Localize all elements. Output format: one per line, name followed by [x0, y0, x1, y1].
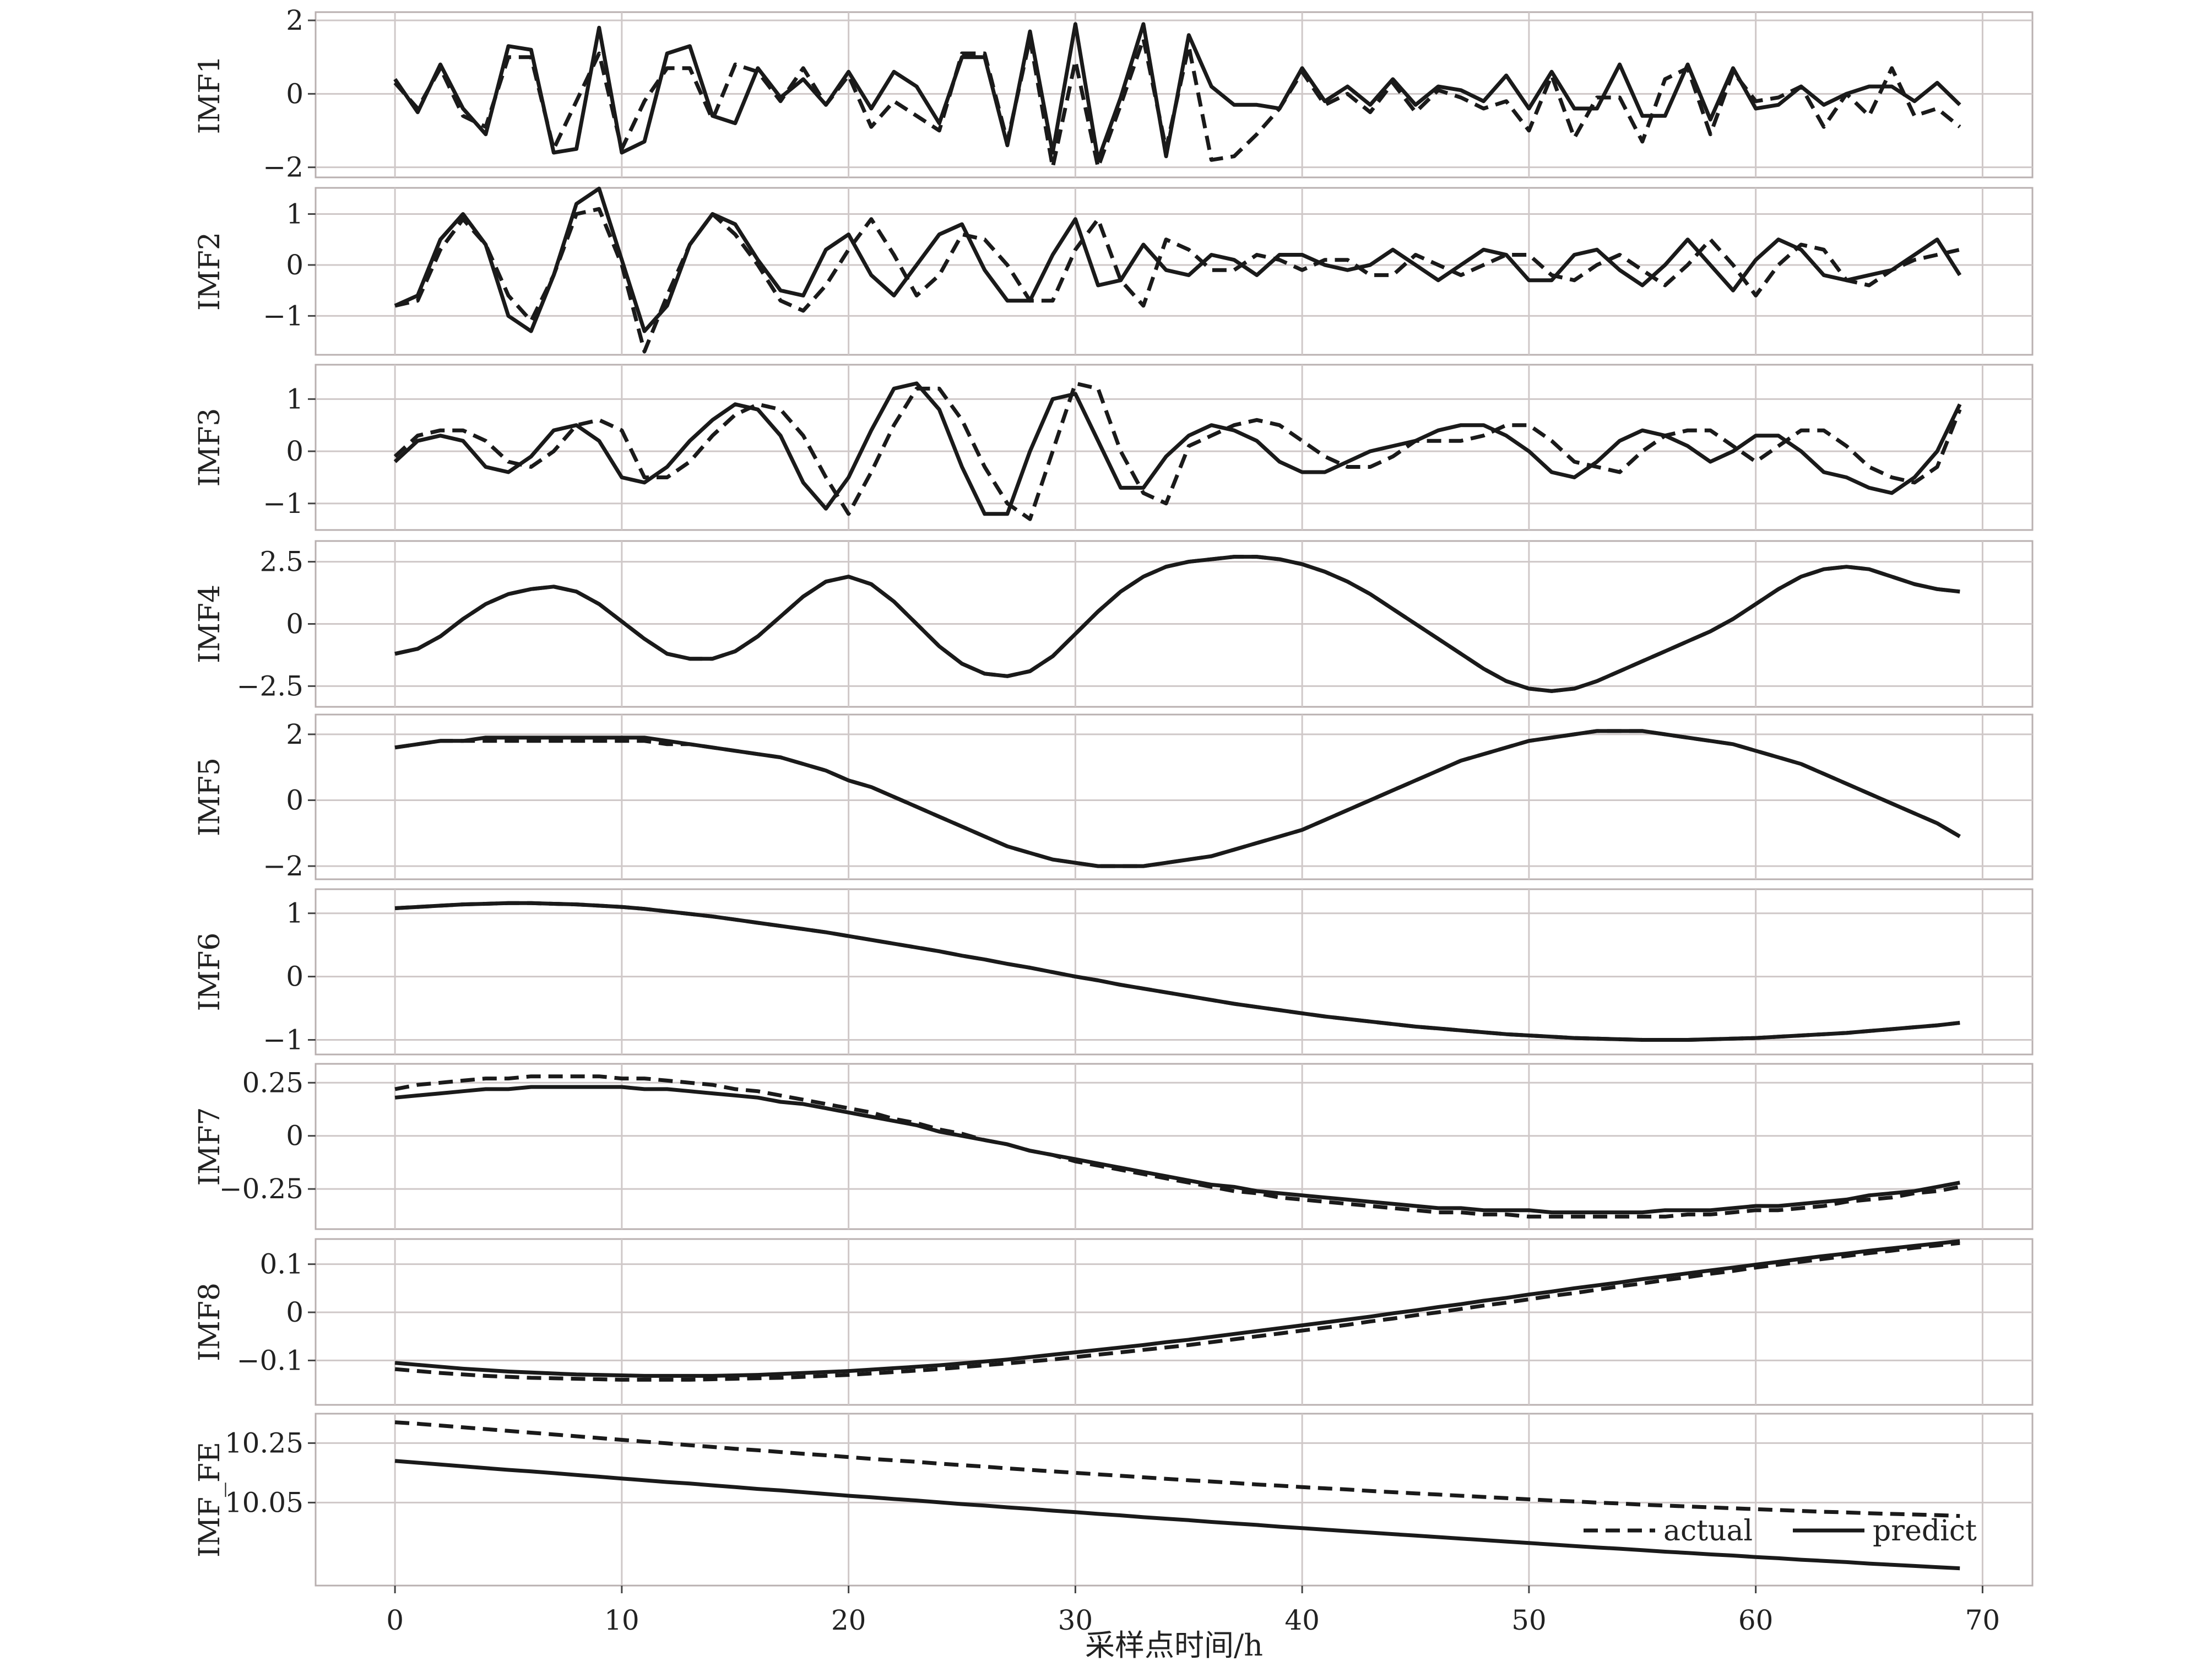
legend: actual predict [1584, 1514, 1977, 1548]
y-axis-label: IMF8 [193, 1283, 226, 1361]
series-line-actual [394, 1241, 1960, 1382]
y-tick-label: 0 [286, 435, 303, 467]
x-tick-label: 50 [1511, 1604, 1547, 1636]
series-line-predict [394, 729, 1961, 868]
y-axis-label: IMF6 [193, 933, 226, 1012]
y-tick-label: 0 [286, 784, 303, 816]
y-tick-label: 2 [286, 718, 303, 750]
y-tick-label: 10.05 [225, 1486, 303, 1518]
y-tick-label: 0 [286, 608, 303, 640]
legend-label-actual: actual [1663, 1514, 1753, 1548]
series-line-predict [394, 186, 1962, 333]
panel-imf2: −1 0 1 IMF2 [193, 186, 2034, 356]
series-line-actual [394, 1420, 1960, 1518]
series-line-predict [394, 901, 1960, 1042]
y-axis-label: IMF3 [193, 408, 226, 487]
x-axis-label: 采样点时间/h [1085, 1628, 1263, 1663]
y-tick-label: 0 [286, 1120, 303, 1152]
y-axis-label: IMF_FE [193, 1442, 226, 1557]
panel-frame [315, 11, 2034, 178]
series-line-actual [394, 901, 1960, 1042]
x-tick-label: 70 [1965, 1604, 2000, 1636]
panel-frame [315, 713, 2034, 880]
series-line-predict [394, 1239, 1960, 1378]
series-line-predict [393, 22, 1961, 162]
y-tick-label: −2 [263, 152, 303, 183]
panel-imf4: −2.5 0 2.5 IMF4 [193, 540, 2034, 708]
panel-frame [315, 1413, 2034, 1587]
y-tick-label: 1 [286, 383, 303, 415]
x-axis: 0 10 20 30 40 50 60 70 [386, 1586, 2000, 1636]
panel-imf8: −0.1 0 0.1 IMF8 [193, 1238, 2034, 1406]
y-tick-label: −1 [263, 1024, 303, 1056]
series-line-actual [394, 729, 1961, 868]
y-tick-label: 0 [286, 78, 303, 110]
y-axis-label: IMF7 [193, 1107, 226, 1186]
y-tick-label: 10.25 [225, 1427, 303, 1459]
y-tick-label: 0 [286, 961, 303, 993]
panel-frame [315, 888, 2034, 1056]
panel-imf5: −2 0 2 IMF5 [193, 713, 2034, 882]
panel-imf3: −1 0 1 IMF3 [193, 364, 2034, 531]
y-axis-label: IMF1 [193, 56, 226, 134]
y-tick-label: 2.5 [259, 546, 303, 578]
x-tick-label: 10 [604, 1604, 639, 1636]
series-line-predict [393, 381, 1962, 516]
x-tick-label: 60 [1738, 1604, 1774, 1636]
y-tick-label: 1 [286, 198, 303, 230]
series-line-predict [394, 1459, 1960, 1571]
y-axis-label: IMF2 [193, 232, 226, 311]
series-line-predict [394, 555, 1960, 693]
panel-frame [315, 1238, 2034, 1406]
y-tick-label: −1 [263, 488, 303, 520]
y-tick-label: −1 [263, 300, 303, 332]
y-tick-label: 0.1 [259, 1248, 303, 1280]
legend-label-predict: predict [1873, 1514, 1977, 1548]
series-line-actual [394, 1074, 1960, 1219]
panel-frame [315, 187, 2034, 356]
y-tick-label: 0.25 [242, 1067, 303, 1099]
panels-layer: −2 0 2 IMF1 −1 0 1 IMF2 −1 0 1 IMF3 −2.5 0 2.5 IMF4 −2 0 2… [193, 4, 2034, 1587]
y-tick-label: −2.5 [237, 670, 303, 702]
y-tick-label: 0 [286, 249, 303, 281]
y-tick-label: −2 [263, 850, 303, 882]
x-tick-label: 40 [1284, 1604, 1320, 1636]
panel-imf1: −2 0 2 IMF1 [193, 4, 2034, 183]
y-tick-label: −0.1 [237, 1344, 303, 1376]
series-line-predict [394, 1085, 1960, 1215]
y-axis-label: IMF5 [193, 758, 226, 836]
y-tick-label: −0.25 [219, 1173, 303, 1205]
panel-frame [315, 364, 2034, 531]
x-tick-label: 20 [831, 1604, 866, 1636]
y-tick-label: 0 [286, 1296, 303, 1328]
panel-imf7: −0.25 0 0.25 IMF7 [193, 1063, 2034, 1230]
panel-imf6: −1 0 1 IMF6 [193, 888, 2034, 1056]
x-tick-label: 0 [386, 1604, 404, 1636]
y-axis-label: IMF4 [193, 585, 226, 663]
y-tick-label: 2 [286, 4, 303, 36]
x-tick-label: 30 [1058, 1604, 1093, 1636]
panel-frame [315, 1063, 2034, 1230]
y-tick-label: 1 [286, 897, 303, 929]
